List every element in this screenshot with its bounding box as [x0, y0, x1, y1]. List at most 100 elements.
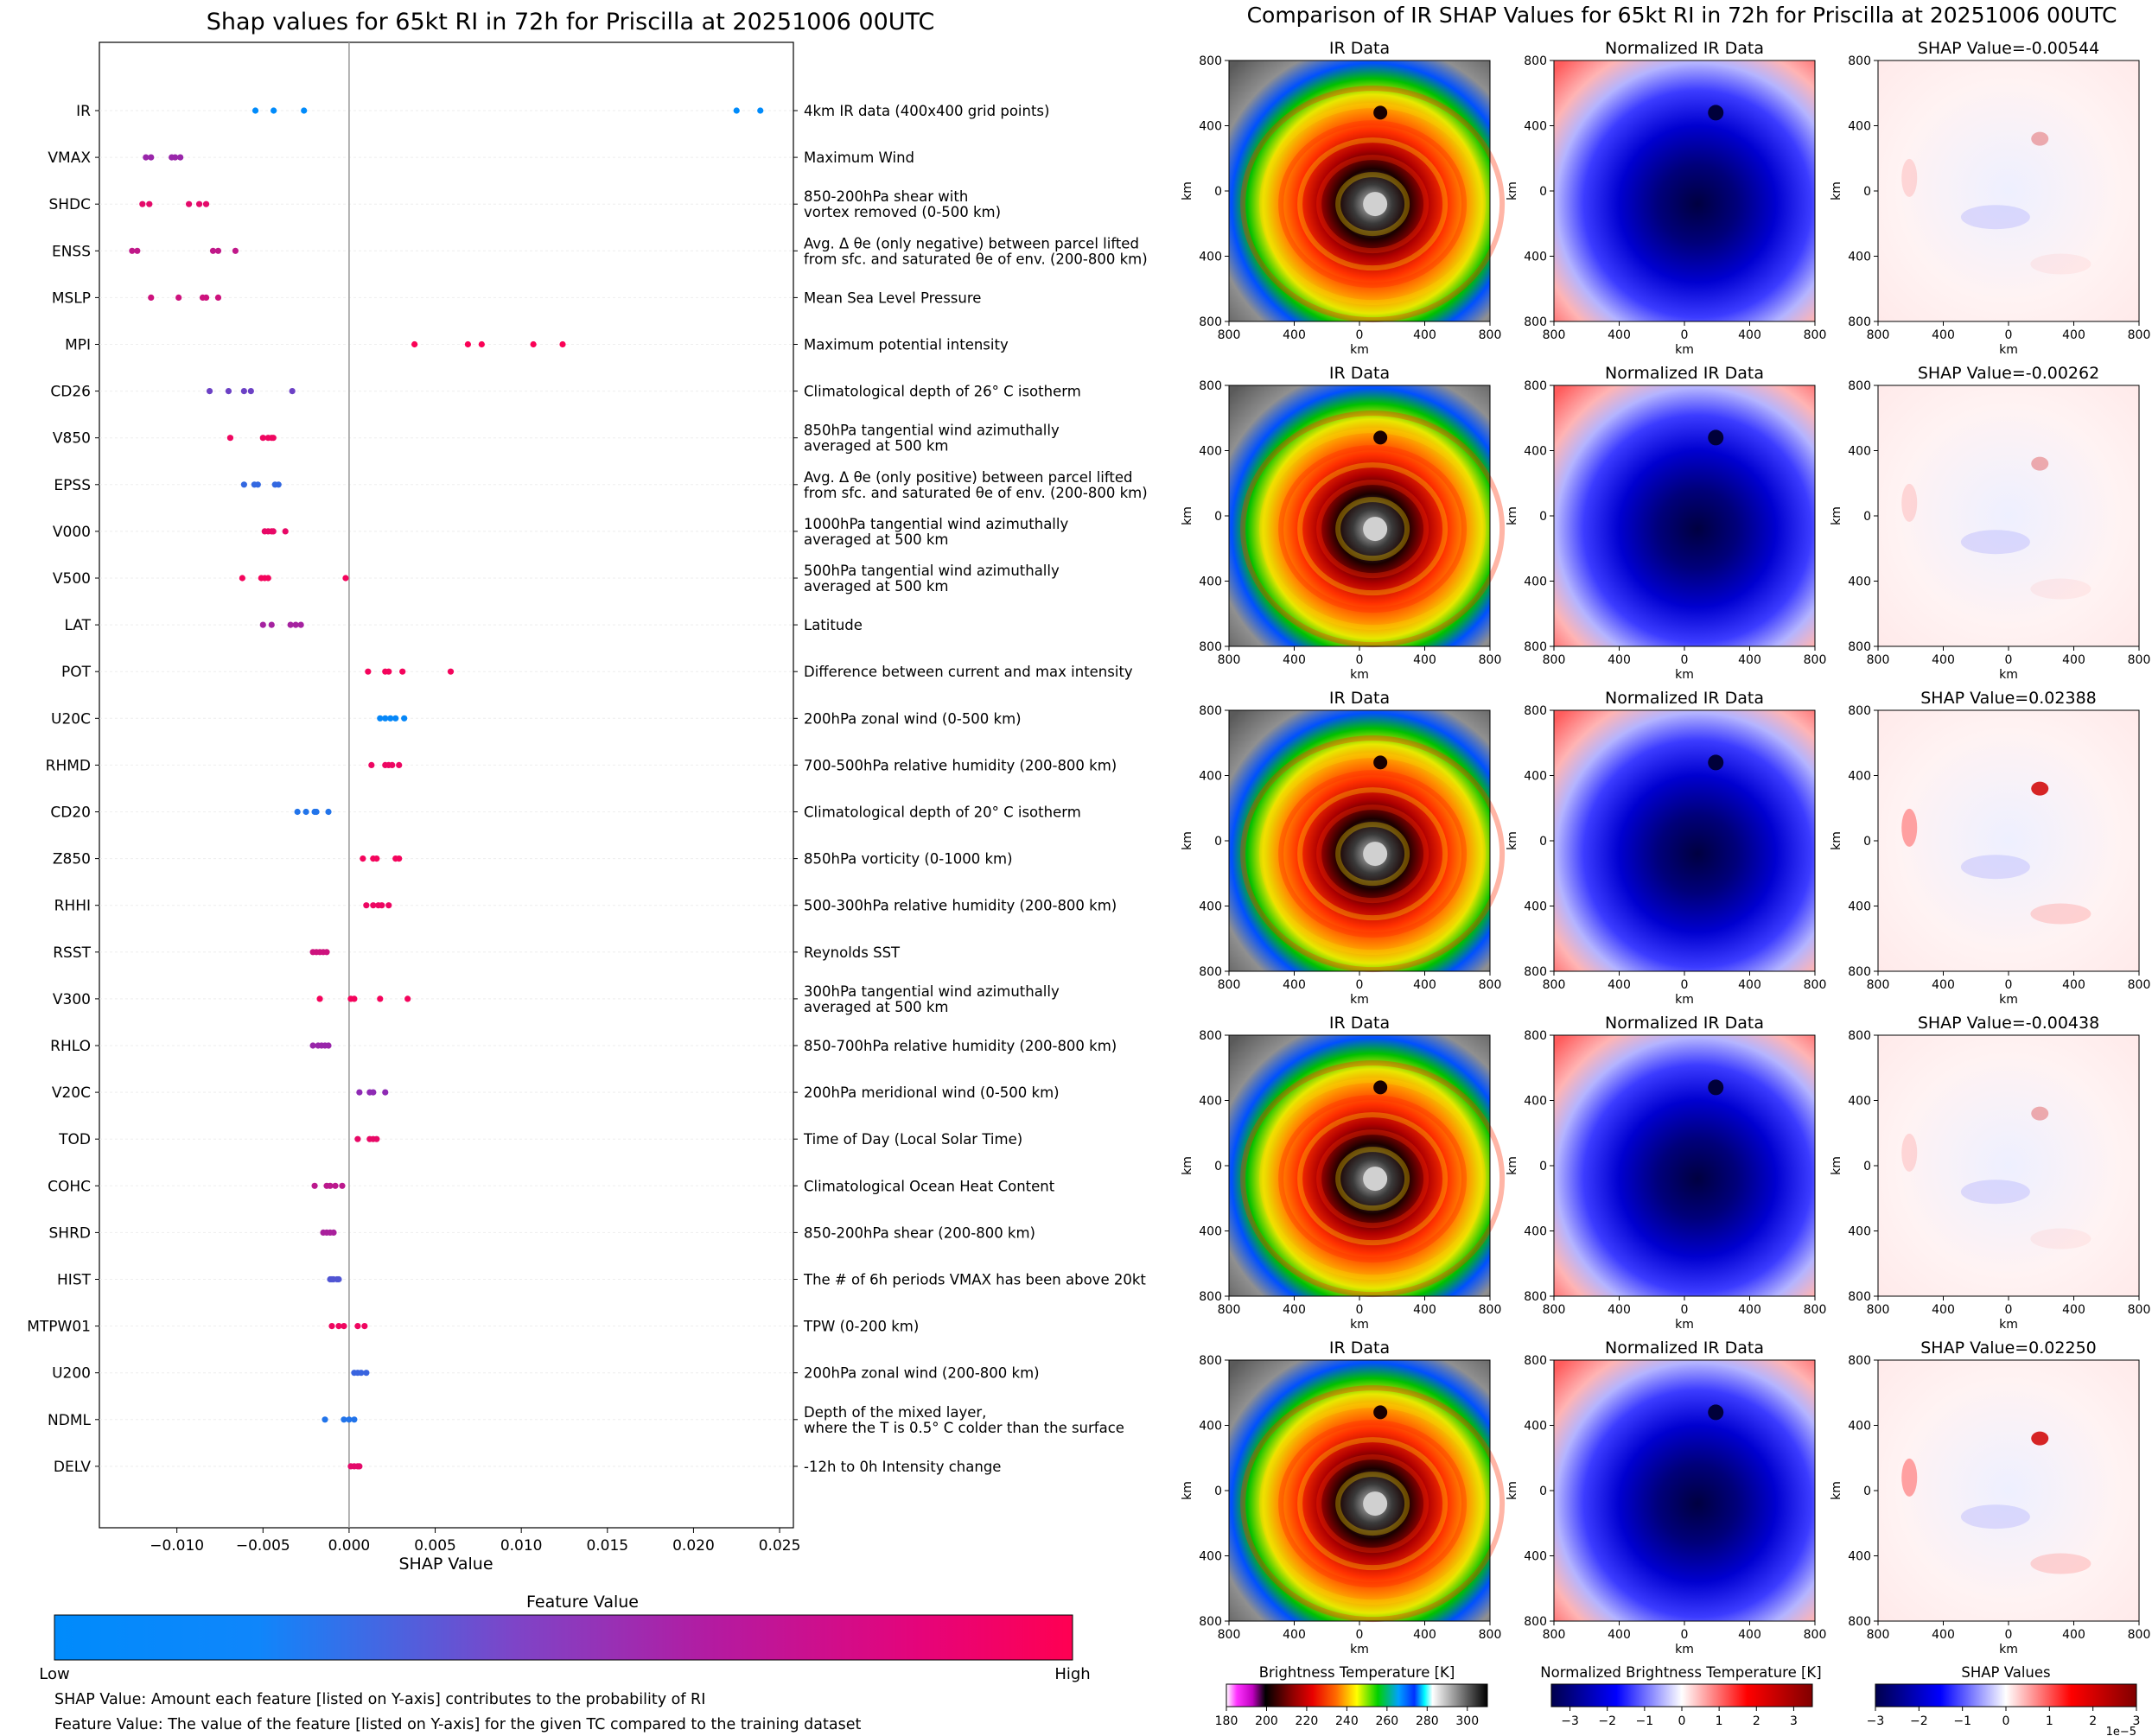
feature-description: 850hPa tangential wind azimuthally — [804, 423, 1060, 439]
shap-hotspot — [2031, 1431, 2049, 1446]
y-tick-label: 400 — [1848, 770, 1871, 784]
shap-point — [733, 107, 740, 114]
x-tick-label: 800 — [1218, 328, 1241, 342]
x-tick-label: 800 — [1479, 653, 1502, 667]
cloud-band — [1316, 1129, 1429, 1229]
cloud-band — [1335, 822, 1410, 887]
x-tick-label: 400 — [1413, 328, 1436, 342]
x-tick-label: 0.005 — [414, 1537, 456, 1555]
feature-description: from sfc. and saturated θe of env. (200-… — [804, 251, 1148, 267]
feature-name-label: V20C — [52, 1084, 91, 1102]
colorbar-tick-label: 2 — [1753, 1714, 1760, 1728]
colorbar-tick-label: −3 — [1867, 1714, 1885, 1728]
x-tick-label: 800 — [1804, 1303, 1827, 1317]
shap-point — [358, 1370, 365, 1377]
x-tick-label: 800 — [2128, 978, 2151, 992]
colorbar-tick-label: 240 — [1335, 1714, 1359, 1728]
shap-coldspot — [1960, 1504, 2030, 1529]
shap-coldspot — [1960, 1180, 2030, 1205]
y-tick-label: 400 — [1199, 251, 1222, 264]
colorbar-tick-label: 200 — [1255, 1714, 1278, 1728]
feature-name-label: V300 — [53, 991, 91, 1008]
shap-coldspot — [1960, 205, 2030, 230]
shap-point — [301, 107, 308, 114]
shap-point — [392, 715, 399, 722]
shap-point — [377, 995, 384, 1002]
shap-point — [240, 388, 247, 395]
x-tick-label: 0 — [1681, 1303, 1689, 1317]
normalized-ir-image — [1554, 1035, 1815, 1296]
colorbar-tick-label: 3 — [1790, 1714, 1798, 1728]
feature-description: 500-300hPa relative humidity (200-800 km… — [804, 898, 1117, 914]
shap-point — [294, 808, 301, 816]
x-tick-label: 800 — [1218, 653, 1241, 667]
shap-point — [411, 340, 418, 348]
shap-point — [214, 294, 222, 301]
shap-point — [559, 340, 566, 348]
x-tick-label: 400 — [1932, 653, 1955, 667]
shap-point — [214, 247, 222, 254]
feature-name-label: ENSS — [52, 243, 91, 260]
y-tick-label: 400 — [1199, 770, 1222, 784]
shap-point — [259, 435, 266, 442]
panel-title: SHAP Value=-0.00544 — [1918, 39, 2099, 58]
x-tick-label: 800 — [2128, 653, 2151, 667]
colorbar-title: Feature Value — [526, 1593, 639, 1612]
x-tick-label: 400 — [1413, 1303, 1436, 1317]
y-tick-label: 400 — [1524, 1550, 1547, 1564]
x-tick-label: 0 — [2005, 653, 2013, 667]
shap-point — [330, 1229, 337, 1236]
x-tick-label: 0.015 — [586, 1537, 628, 1555]
y-tick-label: 400 — [1199, 1225, 1222, 1239]
x-axis-label: km — [1999, 1643, 2018, 1657]
shap-point — [270, 528, 277, 535]
feature-description: averaged at 500 km — [804, 531, 948, 548]
feature-name-label: LAT — [64, 617, 91, 634]
x-tick-label: 800 — [1479, 1303, 1502, 1317]
x-axis-label: km — [1350, 993, 1369, 1007]
y-axis-label: km — [1181, 1481, 1194, 1500]
y-tick-label: 400 — [1524, 120, 1547, 134]
colorbar-tick-label: 0 — [1678, 1714, 1686, 1728]
x-tick-label: 0 — [1356, 1628, 1364, 1642]
y-tick-label: 800 — [1199, 1354, 1222, 1368]
shap-point — [328, 1323, 335, 1330]
y-axis-label: km — [1506, 831, 1519, 850]
feature-name-label: V850 — [53, 430, 91, 448]
convective-cell — [1708, 105, 1724, 121]
cloud-band — [1259, 1078, 1487, 1281]
panel: Normalized IR Data8008004004000040040080… — [1506, 364, 1826, 682]
shap-point — [339, 1182, 346, 1189]
x-tick-label: 0 — [1356, 1303, 1364, 1317]
shap-point — [292, 621, 299, 628]
y-tick-label: 400 — [1848, 1550, 1871, 1564]
feature-description: Time of Day (Local Solar Time) — [803, 1131, 1022, 1148]
cloud-band — [1297, 787, 1448, 921]
y-tick-label: 800 — [1199, 965, 1222, 979]
x-tick-label: 400 — [2062, 978, 2085, 992]
normalized-ir-image — [1554, 710, 1815, 971]
shap-point — [478, 340, 485, 348]
shap-point — [143, 154, 150, 161]
shap-hotspot — [1901, 483, 1918, 522]
x-tick-label: 0 — [2005, 1303, 2013, 1317]
y-tick-label: 400 — [1524, 445, 1547, 459]
shap-point — [341, 1416, 347, 1423]
x-tick-label: 0.000 — [328, 1537, 371, 1555]
panel-title: IR Data — [1329, 1014, 1390, 1033]
x-tick-label: −0.005 — [236, 1537, 290, 1555]
colorbar-high-label: High — [1054, 1665, 1090, 1683]
y-axis-label: km — [1506, 1481, 1519, 1500]
feature-name-label: IR — [76, 103, 91, 120]
x-tick-label: 400 — [1413, 978, 1436, 992]
norm-colorbar — [1550, 1683, 1813, 1707]
feature-description: vortex removed (0-500 km) — [804, 204, 1001, 220]
shap-point — [385, 902, 392, 909]
y-axis-label: km — [1181, 1156, 1194, 1175]
colorbar-tick-label: −1 — [1953, 1714, 1971, 1728]
convective-cell — [1373, 430, 1388, 445]
y-tick-label: 800 — [1524, 1290, 1547, 1304]
panel-title: SHAP Value=-0.00438 — [1918, 1014, 2099, 1033]
norm-colorbar-title: Normalized Brightness Temperature [K] — [1540, 1664, 1821, 1681]
panel-title: Normalized IR Data — [1605, 39, 1764, 58]
